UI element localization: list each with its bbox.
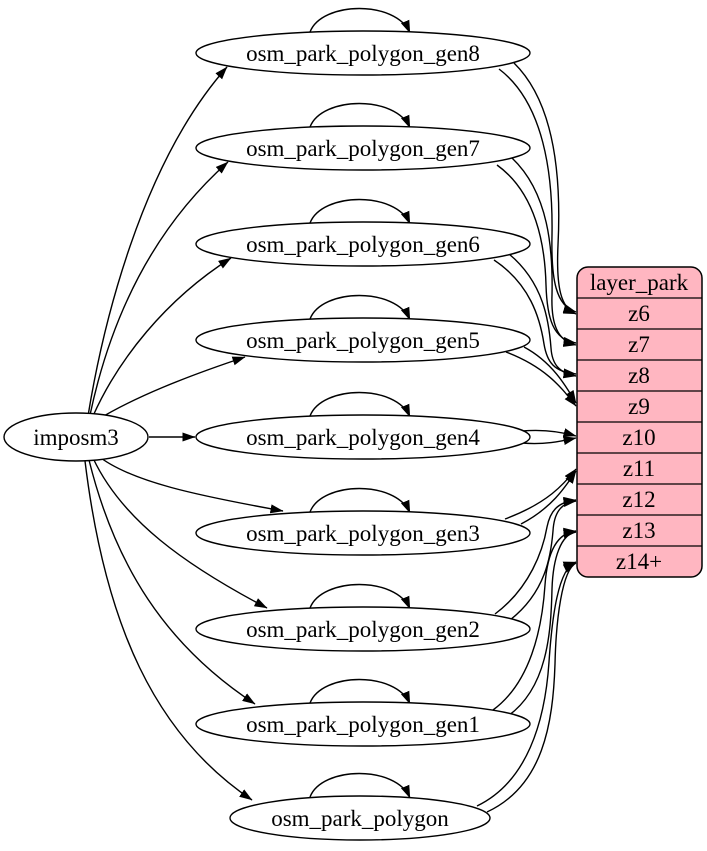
layer-row-z8: z8	[628, 363, 650, 388]
edge-polygon-to-z14-1	[476, 561, 577, 807]
self-loop-gen2	[309, 583, 411, 610]
edge-gen3-to-z11-2	[504, 468, 577, 520]
gen7-label: osm_park_polygon_gen7	[246, 136, 480, 161]
imposm3-ellipse	[3, 412, 149, 462]
edge-gen4-to-z10-2	[521, 436, 577, 446]
polygon-label: osm_park_polygon	[271, 806, 449, 831]
polygon-ellipse	[229, 795, 491, 841]
gen8-ellipse	[195, 30, 531, 76]
edge-imposm3-to-gen7	[89, 161, 229, 416]
self-loop-gen7	[309, 102, 411, 129]
edge-gen6-to-z8-1	[493, 259, 577, 378]
layer-row-z7: z7	[628, 332, 650, 357]
edge-gen4-to-z10-1	[521, 428, 577, 437]
layer-row-z14: z14+	[616, 549, 662, 574]
node-osm-park-polygon-gen8: osm_park_polygon_gen8	[195, 30, 531, 76]
self-loop-polygon	[309, 772, 411, 799]
node-osm-park-polygon-gen4: osm_park_polygon_gen4	[195, 414, 531, 460]
edge-gen5-to-z9-2	[505, 351, 577, 407]
self-loop-gen5	[309, 294, 411, 321]
gen2-label: osm_park_polygon_gen2	[246, 617, 480, 642]
edge-gen1-to-z13-2	[507, 529, 577, 717]
gen6-ellipse	[195, 221, 531, 267]
layer-row-z6: z6	[628, 301, 650, 326]
edge-imposm3-to-gen1	[88, 459, 256, 705]
node-osm-park-polygon: osm_park_polygon	[229, 795, 491, 841]
edges-to-layer	[476, 62, 577, 813]
node-osm-park-polygon-gen5: osm_park_polygon_gen5	[195, 317, 531, 363]
edge-gen6-to-z8-2	[508, 253, 577, 379]
edge-gen8-to-z6-1	[498, 68, 577, 313]
edge-imposm3-to-gen2	[92, 457, 268, 609]
edge-gen8-to-z6-2	[513, 62, 577, 315]
node-osm-park-polygon-gen3: osm_park_polygon_gen3	[195, 510, 531, 556]
self-loop-gen6	[309, 198, 411, 225]
layer-row-z12: z12	[622, 487, 655, 512]
node-imposm3: imposm3	[3, 412, 149, 462]
layer-row-z9: z9	[628, 394, 650, 419]
node-osm-park-polygon-gen1: osm_park_polygon_gen1	[195, 701, 531, 747]
layer-park-title: layer_park	[590, 270, 689, 295]
gen1-ellipse	[195, 701, 531, 747]
edge-gen2-to-z12-1	[494, 496, 577, 615]
imposm3-label: imposm3	[33, 425, 119, 450]
edge-gen7-to-z7-1	[496, 164, 577, 346]
self-loop-gen1	[309, 678, 411, 705]
gen1-label: osm_park_polygon_gen1	[246, 712, 480, 737]
edge-imposm3-to-gen6	[92, 257, 232, 417]
edges-from-source	[84, 66, 284, 801]
gen8-label: osm_park_polygon_gen8	[246, 41, 480, 66]
edge-gen1-to-z13-1	[492, 527, 577, 711]
layer-row-z11: z11	[623, 456, 655, 481]
layer-park-table: layer_park z6 z7 z8 z9 z10 z11 z12 z13 z…	[576, 266, 703, 578]
node-osm-park-polygon-gen6: osm_park_polygon_gen6	[195, 221, 531, 267]
edge-imposm3-to-gen3	[96, 454, 284, 514]
node-osm-park-polygon-gen2: osm_park_polygon_gen2	[195, 606, 531, 652]
edge-imposm3-to-gen8	[87, 66, 228, 417]
layer-row-z10: z10	[622, 425, 655, 450]
gen5-label: osm_park_polygon_gen5	[246, 328, 480, 353]
gen3-ellipse	[195, 510, 531, 556]
edge-polygon-to-z14-2	[486, 562, 577, 813]
node-osm-park-polygon-gen7: osm_park_polygon_gen7	[195, 125, 531, 171]
gen4-label: osm_park_polygon_gen4	[246, 425, 480, 450]
layer-row-z13: z13	[622, 518, 655, 543]
gen2-ellipse	[195, 606, 531, 652]
self-loop-gen3	[309, 487, 411, 514]
edge-imposm3-to-polygon	[84, 460, 253, 801]
edge-gen2-to-z12-2	[509, 498, 577, 621]
gen5-ellipse	[195, 317, 531, 363]
self-loop-gen8	[309, 7, 411, 34]
gen4-ellipse	[195, 414, 531, 460]
gen6-label: osm_park_polygon_gen6	[246, 232, 480, 257]
gen7-ellipse	[195, 125, 531, 171]
edge-imposm3-to-gen5	[96, 356, 246, 421]
self-loop-gen4	[309, 391, 411, 418]
self-loops	[309, 7, 411, 799]
edge-gen7-to-z7-2	[511, 157, 577, 347]
gen3-label: osm_park_polygon_gen3	[246, 521, 480, 546]
